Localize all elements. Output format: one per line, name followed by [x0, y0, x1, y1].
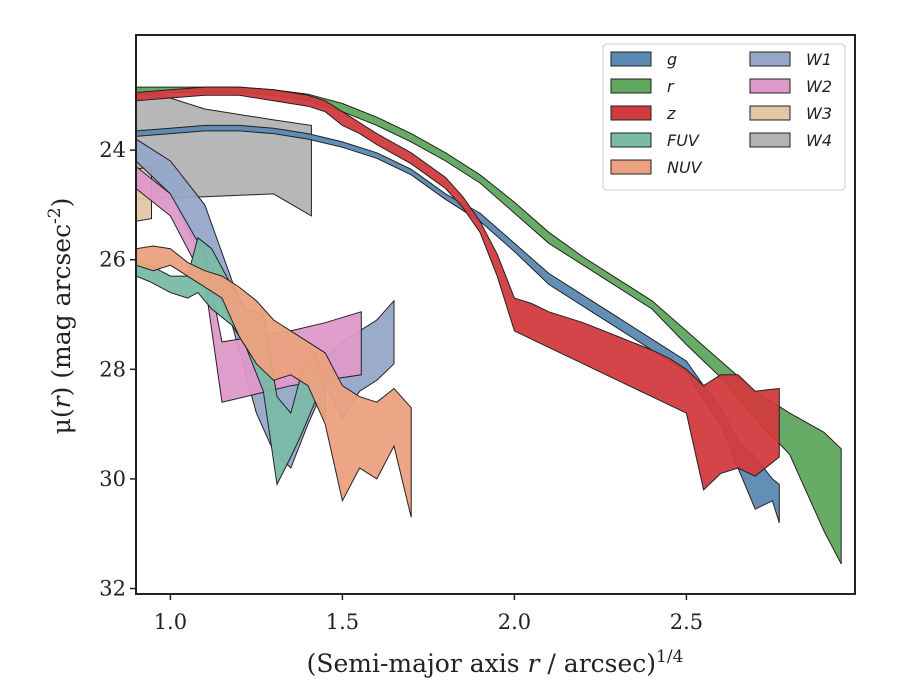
band-nuv	[136, 245, 412, 518]
legend-label-r: r	[667, 77, 675, 96]
legend-swatch-w2	[749, 78, 791, 94]
y-tick-label: 28	[99, 357, 126, 381]
y-tick-label: 26	[99, 248, 126, 272]
x-tick-label: 2.0	[498, 610, 531, 634]
band-r	[136, 86, 842, 565]
legend-label-w3: W3	[806, 104, 832, 123]
x-tick-label: 2.5	[670, 610, 703, 634]
legend-swatch-z	[610, 105, 652, 121]
legend-swatch-fuv	[610, 132, 652, 148]
x-axis-title: (Semi-major axis r / arcsec)1/4	[307, 647, 684, 678]
legend-label-fuv: FUV	[667, 131, 700, 150]
legend-swatch-g	[610, 51, 652, 67]
legend: grz FUV NUV W1 W2 W3 W4	[602, 43, 846, 191]
legend-label-z: z	[666, 104, 676, 123]
band-z	[136, 86, 780, 491]
legend-label-w4: W4	[806, 131, 832, 150]
legend-label-nuv: NUV	[667, 158, 703, 177]
y-tick-label: 24	[99, 138, 126, 162]
x-tick-label: 1.0	[154, 610, 187, 634]
legend-label-w2: W2	[806, 77, 832, 96]
legend-swatch-r	[610, 78, 652, 94]
legend-swatch-nuv	[610, 159, 652, 175]
legend-label-w1: W1	[806, 50, 832, 69]
legend-swatch-w1	[749, 51, 791, 67]
legend-swatch-w4	[749, 132, 791, 148]
legend-label-g: g	[667, 50, 677, 69]
y-axis-ticks: 24 26 28 30 32	[99, 138, 136, 601]
legend-swatch-w3	[749, 105, 791, 121]
y-tick-label: 32	[99, 577, 126, 601]
band-g	[136, 124, 780, 523]
y-tick-label: 30	[99, 467, 126, 491]
series-bands	[136, 86, 842, 565]
y-axis-title: μ(r) (mag arcsec-2)	[45, 198, 76, 435]
plot-frame	[135, 34, 856, 595]
x-tick-label: 1.5	[326, 610, 359, 634]
x-axis-ticks: 1.0 1.5 2.0 2.5	[154, 594, 703, 634]
